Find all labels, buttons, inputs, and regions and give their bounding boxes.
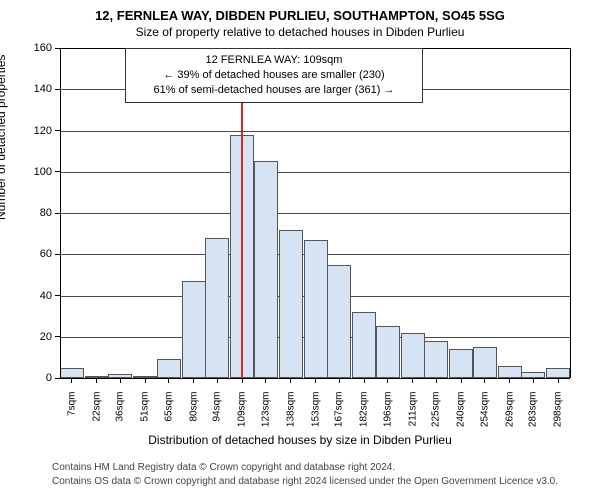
histogram-bar [401, 333, 425, 378]
x-tick-label: 22sqm [91, 392, 102, 442]
footnote-line1: Contains HM Land Registry data © Crown c… [52, 462, 395, 473]
y-tick-label: 20 [22, 331, 52, 343]
y-tick-label: 120 [22, 125, 52, 137]
x-tick-label: 80sqm [188, 392, 199, 442]
annotation-box: 12 FERNLEA WAY: 109sqm ← 39% of detached… [125, 48, 423, 103]
x-tick-label: 211sqm [407, 392, 418, 442]
axis-bottom [60, 378, 570, 379]
footnote-line2: Contains OS data © Crown copyright and d… [52, 476, 558, 487]
axis-left [60, 48, 61, 378]
annotation-line2: ← 39% of detached houses are smaller (23… [134, 68, 414, 83]
histogram-bar [376, 326, 400, 378]
histogram-bar [60, 368, 84, 378]
y-tick-label: 80 [22, 207, 52, 219]
x-tick-label: 196sqm [382, 392, 393, 442]
x-tick-label: 36sqm [115, 392, 126, 442]
histogram-bar [157, 359, 181, 378]
x-tick-label: 182sqm [359, 392, 370, 442]
gridline [60, 213, 570, 214]
y-tick-label: 140 [22, 83, 52, 95]
histogram-bar [546, 368, 570, 378]
histogram-bar [498, 366, 522, 378]
title-sub: Size of property relative to detached ho… [0, 23, 600, 39]
histogram-bar [424, 341, 448, 378]
gridline [60, 131, 570, 132]
histogram-bar [182, 281, 206, 378]
x-tick-label: 109sqm [237, 392, 248, 442]
x-tick-label: 138sqm [285, 392, 296, 442]
x-tick-label: 65sqm [163, 392, 174, 442]
histogram-bar [304, 240, 328, 378]
chart-container: 12, FERNLEA WAY, DIBDEN PURLIEU, SOUTHAM… [0, 0, 600, 500]
histogram-bar [254, 161, 278, 378]
x-tick-label: 123sqm [260, 392, 271, 442]
y-axis-label: Number of detached properties [0, 55, 8, 220]
x-tick-label: 94sqm [212, 392, 223, 442]
x-tick-label: 269sqm [504, 392, 515, 442]
histogram-bar [327, 265, 351, 378]
y-tick-label: 100 [22, 166, 52, 178]
annotation-line1: 12 FERNLEA WAY: 109sqm [134, 53, 414, 68]
histogram-bar [473, 347, 497, 378]
y-tick-label: 40 [22, 290, 52, 302]
x-tick-label: 254sqm [479, 392, 490, 442]
x-tick-label: 7sqm [66, 392, 77, 442]
x-tick-label: 240sqm [456, 392, 467, 442]
histogram-bar [205, 238, 229, 378]
y-tick-label: 0 [22, 372, 52, 384]
x-tick-label: 283sqm [528, 392, 539, 442]
x-tick-label: 167sqm [334, 392, 345, 442]
x-tick-label: 51sqm [140, 392, 151, 442]
histogram-bar [352, 312, 376, 378]
gridline [60, 172, 570, 173]
axis-right [570, 48, 571, 378]
x-tick-label: 153sqm [310, 392, 321, 442]
title-main: 12, FERNLEA WAY, DIBDEN PURLIEU, SOUTHAM… [0, 0, 600, 23]
histogram-bar [279, 230, 303, 379]
y-tick-label: 60 [22, 248, 52, 260]
y-tick-label: 160 [22, 42, 52, 54]
annotation-line3: 61% of semi-detached houses are larger (… [134, 83, 414, 98]
histogram-bar [449, 349, 473, 378]
x-tick-label: 225sqm [431, 392, 442, 442]
x-tick-label: 298sqm [553, 392, 564, 442]
